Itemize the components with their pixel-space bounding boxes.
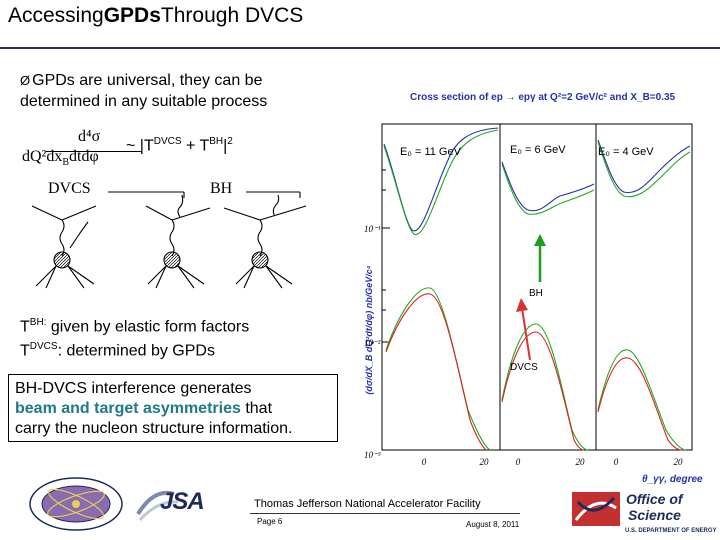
doe-department-line: U.S. DEPARTMENT OF ENERGY (625, 528, 717, 534)
footer-divider (250, 513, 520, 514)
bh-feynman-diagram-2 (223, 194, 307, 289)
ytick-label: 10⁻² (364, 338, 381, 348)
bh-amplitude-line: TBH: given by elastic form factors (20, 317, 250, 336)
office-of-science-line2: Science (628, 507, 681, 523)
interference-line2: beam and target asymmetries that (15, 400, 273, 417)
interference-line1: BH-DVCS interference generates (15, 380, 252, 397)
footer-date: August 8, 2011 (466, 520, 520, 529)
dvcs-annotation-label: DVCS (510, 362, 538, 373)
office-of-science-logo-mark (572, 492, 620, 526)
plot-x-axis-label: θ_γγ, degree (642, 474, 703, 485)
bh-feynman-diagram-1 (145, 194, 211, 289)
panel-frame-6gev (499, 123, 597, 451)
curves-11gev (383, 127, 499, 451)
bh-annotation-label: BH (529, 288, 543, 299)
curves-4gev (597, 139, 691, 451)
bullet-text-line2: determined in any suitable process (20, 93, 268, 110)
bullet-gpds-universal: Ø GPDs are universal, they can be determi… (20, 70, 340, 112)
xtick-label: 20 (674, 457, 684, 467)
page-title: AccessingGPDsThrough DVCS (8, 4, 304, 27)
bullet-text-line1: GPDs are universal, they can be (32, 72, 263, 89)
amplitude-descriptions: TBH: given by elastic form factors TDVCS… (20, 313, 249, 362)
plot-y-axis-label: (dσ/dX_B dQ²dt/dφ) nb/GeV/c⁴ (364, 265, 374, 394)
energy-label-6gev: E₀ = 6 GeV (510, 144, 566, 156)
jsa-logo-text: JSA (160, 488, 205, 515)
xtick-label: 20 (576, 457, 586, 467)
title-divider (0, 47, 720, 49)
asymmetries-highlight: beam and target asymmetries (15, 400, 241, 417)
energy-label-11gev: E₀ = 11 GeV (400, 146, 461, 158)
xtick-label: 20 (480, 457, 490, 467)
plot-title: Cross section of ep → epγ at Q²=2 GeV/c²… (410, 92, 676, 103)
panel-frame-11gev (381, 123, 501, 451)
feynman-diagrams (31, 191, 307, 289)
interference-line3: carry the nucleon structure information. (15, 420, 293, 437)
xtick-label: 0 (516, 457, 521, 467)
curves-6gev (501, 161, 595, 451)
ytick-label: 10⁻³ (364, 450, 381, 460)
dvcs-amplitude-line: TDVCS: determined by GPDs (20, 341, 215, 360)
dvcs-diagram-label: DVCS (48, 180, 91, 197)
panel-frame-4gev (595, 123, 693, 451)
bh-annotation-arrow (534, 234, 546, 282)
footer-page-number: Page 6 (257, 517, 283, 526)
bullet-arrow-icon: Ø (20, 73, 31, 88)
energy-label-4gev: E₀ = 4 GeV (598, 146, 654, 158)
formula-amplitude-sum: ~ |TDVCS + TBH|2 (126, 136, 233, 155)
cross-section-plot: (dσ/dX_B dQ²dt/dφ) nb/GeV/c⁴ 10⁻¹ 10⁻² 1… (364, 123, 703, 485)
formula-denominator: dQ²dxBdtdφ (22, 148, 99, 169)
bh-diagram-label: BH (210, 180, 233, 197)
cross-section-formula: d⁴σ dQ²dxBdtdφ ~ |TDVCS + TBH|2 (22, 128, 352, 168)
footer-lab-name: Thomas Jefferson National Accelerator Fa… (254, 498, 481, 510)
office-of-science-line1: Office of (626, 491, 683, 507)
ytick-label: 10⁻¹ (364, 224, 381, 234)
interference-textbox: BH-DVCS interference generates beam and … (8, 374, 338, 442)
jsa-logo-mark (136, 491, 179, 522)
formula-fraction-line (46, 151, 142, 152)
xtick-label: 0 (422, 457, 427, 467)
nuclear-physics-logo (29, 477, 123, 531)
dvcs-annotation-arrow (516, 298, 531, 361)
formula-numerator: d⁴σ (78, 128, 101, 145)
xtick-label: 0 (614, 457, 619, 467)
dvcs-feynman-diagram (31, 205, 97, 289)
